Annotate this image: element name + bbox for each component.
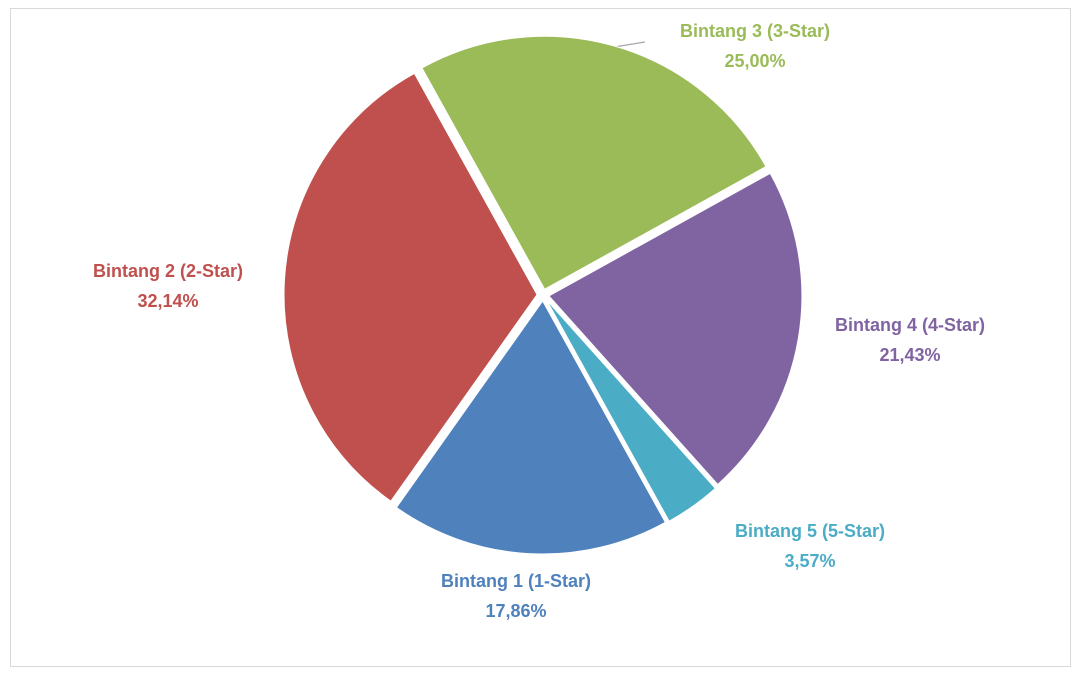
pie-slice [283,72,538,502]
pie-slice [548,172,803,486]
slice-value-label: 25,00% [724,51,785,71]
slice-value-label: 21,43% [879,345,940,365]
slice-label: Bintang 2 (2-Star) [93,261,243,281]
pie-slice [546,299,716,522]
pie-slice [395,300,667,555]
slice-label: Bintang 3 (3-Star) [680,21,830,41]
slice-value-label: 3,57% [784,551,835,571]
pie-slice [421,35,767,290]
slice-value-label: 17,86% [485,601,546,621]
slice-value-label: 32,14% [137,291,198,311]
slice-label: Bintang 1 (1-Star) [441,571,591,591]
slice-label: Bintang 4 (4-Star) [835,315,985,335]
slice-label: Bintang 5 (5-Star) [735,521,885,541]
